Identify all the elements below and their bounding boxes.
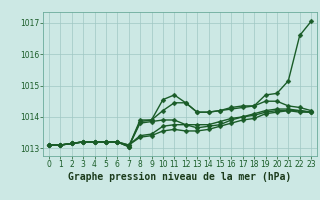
X-axis label: Graphe pression niveau de la mer (hPa): Graphe pression niveau de la mer (hPa): [68, 172, 292, 182]
